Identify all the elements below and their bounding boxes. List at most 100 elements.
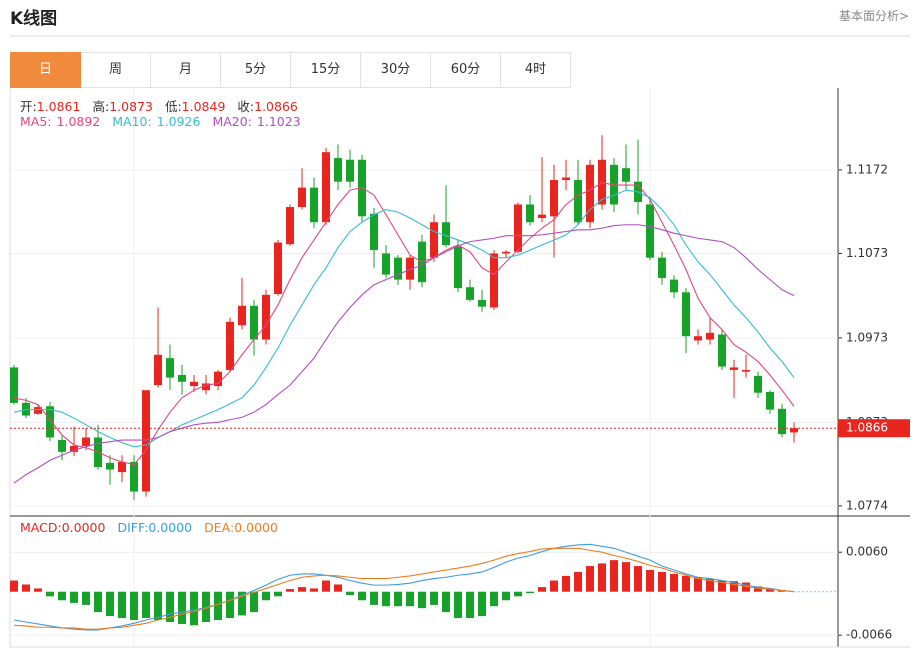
period-tab[interactable]: 60分 [431,52,501,88]
legend-value: 0.0000 [148,520,193,535]
legend-value: 1.1023 [256,114,301,129]
macd-bar [310,588,318,592]
macd-bar [430,591,438,605]
macd-bar [358,591,366,601]
candle-body [154,354,162,386]
period-tab[interactable]: 4时 [501,52,571,88]
macd-bar [346,591,354,596]
candle-body [250,305,258,340]
macd-bar [202,591,210,622]
period-tab[interactable]: 30分 [361,52,431,88]
macd-bar [694,577,702,592]
period-tab[interactable]: 月 [151,52,221,88]
candle-body [430,222,438,258]
ohlc-value: 1.0873 [109,99,153,114]
candle-body [694,336,702,341]
candle-body [466,287,474,300]
y-tick-label: 0.0060 [846,545,888,559]
candle-body [394,257,402,280]
candle-body [226,321,234,370]
macd-bar [118,591,126,619]
ohlc-label: 低: [164,99,182,114]
candle-body [406,257,414,280]
macd-legend: MACD:0.0000 DIFF:0.0000 DEA:0.0000 [20,520,290,535]
period-tab[interactable]: 15分 [291,52,361,88]
period-tab[interactable]: 周 [81,52,151,88]
macd-bar [598,563,606,592]
candle-body [322,152,330,223]
candle-body [106,462,114,470]
macd-bar [538,587,546,592]
candle-body [718,334,726,367]
period-tab[interactable]: 日 [10,52,81,88]
legend-value: 1.0926 [156,114,201,129]
ma-line [13,224,795,484]
candle-body [130,461,138,492]
ohlc-value: 1.0861 [36,99,81,114]
legend-name: MA20: [212,114,252,129]
macd-bar [562,575,570,592]
candle-body [502,251,510,254]
macd-bar [298,587,306,592]
candle-body [214,371,222,386]
candle-body [526,204,534,223]
macd-bar [382,591,390,607]
candle-body [142,390,150,492]
macd-bar [70,591,78,603]
candle-body [118,461,126,473]
candle-body [574,180,582,223]
macd-bar [502,591,510,601]
macd-bar [442,591,450,613]
macd-bar [370,591,378,605]
period-tab[interactable]: 5分 [221,52,291,88]
macd-bar [58,591,66,601]
y-tick-label: -0.0066 [846,628,892,642]
candle-body [682,292,690,337]
macd-bar [166,591,174,622]
page-title: K线图 [10,9,58,29]
legend-name: MACD: [20,520,62,535]
macd-bar [214,591,222,621]
candle-body [238,305,246,326]
candle-body [622,168,630,182]
candle-body [334,158,342,182]
candle-body [298,187,306,208]
macd-bar [574,571,582,592]
macd-bar [778,590,786,592]
macd-bar [550,580,558,592]
candle-body [262,294,270,340]
candle-body [478,299,486,307]
macd-bar [142,591,150,619]
macd-bar [730,581,738,592]
macd-bar [238,591,246,616]
macd-bar [658,571,666,592]
candle-body [454,246,462,289]
ohlc-value: 1.0866 [254,99,298,114]
candle-body [514,204,522,252]
candle-body [442,222,450,246]
macd-bar [406,591,414,607]
y-tick-label: 1.1172 [846,162,888,176]
legend-value: 0.0000 [61,520,106,535]
macd-bar [754,586,762,592]
macd-bar [514,591,522,597]
candle-body [586,164,594,223]
macd-bar [478,591,486,617]
macd-bar [94,591,102,613]
candle-body [346,159,354,182]
legend-value: 0.0000 [234,520,278,535]
macd-bar [322,580,330,592]
y-tick-label: 1.0973 [846,330,888,344]
candle-body [742,369,750,372]
candle-body [490,253,498,308]
candle-body [766,391,774,410]
candle-body [778,408,786,435]
candle-body [274,242,282,294]
macd-bar [742,582,750,592]
candle-body [58,440,66,452]
ohlc-label: 开: [20,99,37,114]
candle-body [178,375,186,382]
candle-body [790,428,798,433]
fundamental-link[interactable]: 基本面分析> [838,9,909,23]
legend-name: MA5: [20,114,52,129]
